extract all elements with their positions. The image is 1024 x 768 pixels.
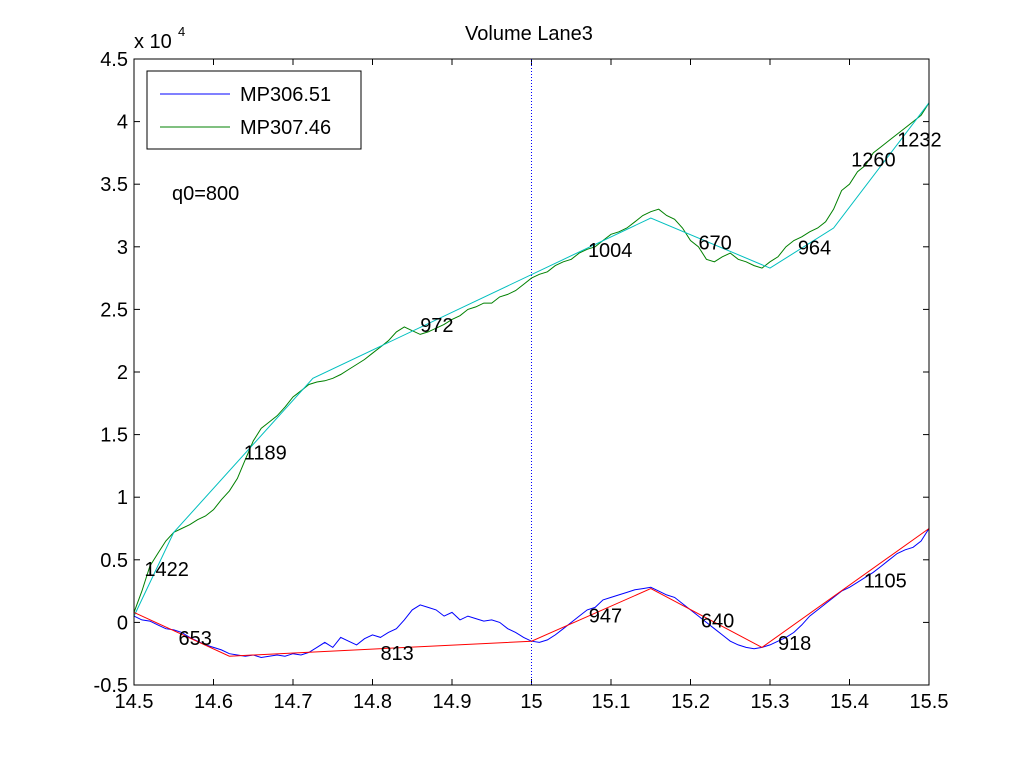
annotation-5: 964 [798,237,831,259]
annotation-13: 1105 [864,570,907,592]
annotation-8: 653 [179,628,212,650]
annotation-0: 1422 [144,559,189,581]
annotation-1: 1189 [244,443,287,465]
x-tick-label-8: 15.3 [751,691,790,713]
annotation-4: 670 [698,232,731,254]
fit-line-1 [133,528,930,657]
axis-tick-labels: 14.5 14.6 14.7 14.8 14.9 15 15.1 15.2 15.3 15.4 15… [94,49,949,713]
legend-label-mp307: MP307.46 [240,117,331,139]
y-tick-label-0: -0.5 [94,675,128,697]
fit-line-0 [133,102,930,617]
x-tick-label-2: 14.7 [274,691,313,713]
annotation-7: 1232 [897,130,942,152]
axis-ticks [133,58,930,686]
q0-note: q0=800 [172,183,239,205]
chart-title: Volume Lane3 [465,23,593,45]
y-tick-label-4: 1.5 [100,425,128,447]
annotation-9: 813 [380,643,413,665]
y-multiplier-base: x 10 [134,31,172,53]
x-tick-label-1: 14.6 [194,691,233,713]
y-tick-label-9: 4 [117,112,128,134]
series-line-1 [133,102,930,613]
y-tick-label-6: 2.5 [100,299,128,321]
x-tick-label-4: 14.9 [433,691,472,713]
x-tick-label-7: 15.2 [671,691,710,713]
y-tick-label-10: 4.5 [100,49,128,71]
x-tick-label-9: 15.4 [830,691,869,713]
x-tick-label-3: 14.8 [353,691,392,713]
y-tick-label-8: 3.5 [100,174,128,196]
x-tick-label-5: 15 [520,691,542,713]
legend: MP306.51 MP307.46 [146,70,362,150]
y-multiplier-exponent: 4 [178,24,185,39]
x-tick-label-10: 15.5 [910,691,949,713]
annotation-3: 1004 [588,240,633,262]
annotation-6: 1260 [851,150,896,172]
fit-lines [133,102,930,657]
y-tick-label-7: 3 [117,237,128,259]
annotation-2: 972 [420,315,453,337]
x-tick-label-6: 15.1 [592,691,631,713]
legend-box [146,70,362,150]
annotation-12: 918 [778,633,811,655]
annotation-10: 947 [589,605,622,627]
y-tick-label-1: 0 [117,612,128,634]
y-tick-label-3: 1 [117,487,128,509]
legend-label-mp306: MP306.51 [240,84,331,106]
annotation-11: 640 [701,610,734,632]
x-tick-label-0: 14.5 [115,691,154,713]
y-tick-label-5: 2 [117,362,128,384]
plot-frame [133,58,930,686]
y-tick-label-2: 0.5 [100,550,128,572]
